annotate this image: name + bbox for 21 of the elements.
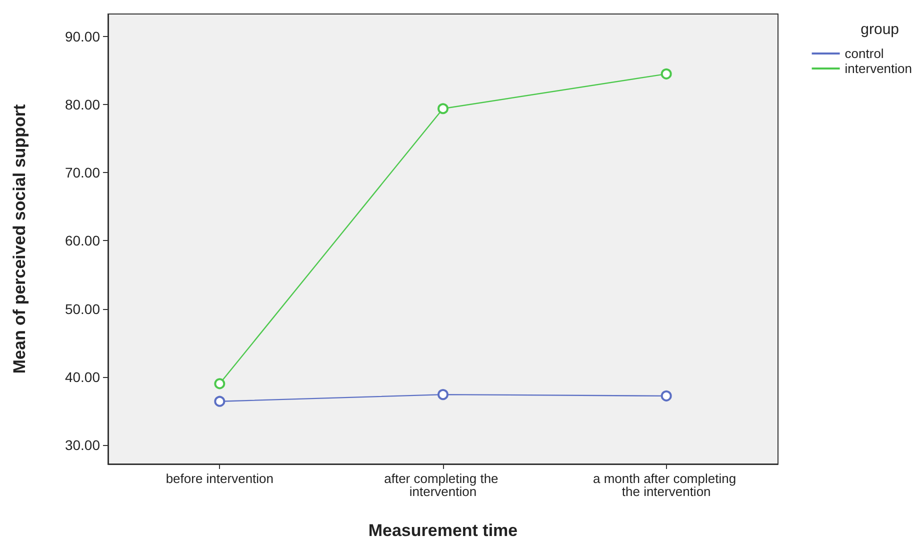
- y-tick-label: 90.00: [64, 28, 100, 44]
- y-tick-label: 80.00: [64, 96, 100, 113]
- x-tick-label: a month after completing the intervention: [592, 471, 740, 499]
- point: [214, 378, 226, 390]
- legend-label: intervention: [844, 61, 912, 76]
- point: [438, 103, 448, 114]
- point: [438, 389, 448, 400]
- x-tick-label: before intervention: [166, 471, 274, 486]
- point: [660, 390, 672, 402]
- legend-label: control: [844, 46, 884, 61]
- y-tick-label: 30.00: [64, 436, 100, 453]
- y-tick-label: 50.00: [64, 300, 100, 317]
- y-axis-title: Mean of perceived social support: [10, 104, 29, 374]
- point: [660, 68, 672, 80]
- x-axis-title: Measurement time: [368, 521, 518, 540]
- x-tick-label: after completing the intervention: [384, 471, 502, 499]
- y-tick-label: 70.00: [64, 164, 100, 181]
- point: [214, 396, 226, 407]
- legend-title: group: [860, 21, 900, 38]
- y-tick-label: 60.00: [64, 232, 100, 249]
- y-tick-label: 40.00: [64, 368, 100, 385]
